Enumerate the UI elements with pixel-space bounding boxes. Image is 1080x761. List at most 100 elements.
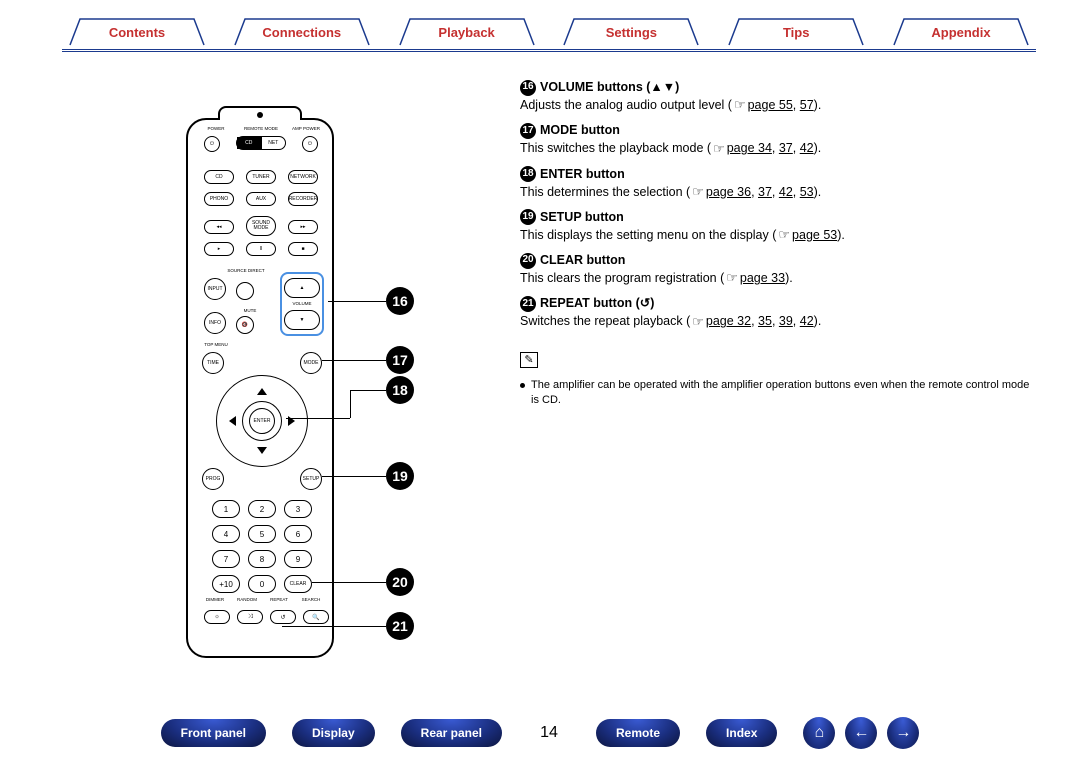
- src-aux[interactable]: AUX: [246, 192, 276, 206]
- setup-button[interactable]: SETUP: [300, 468, 322, 490]
- volume-down-button[interactable]: ▼: [284, 310, 320, 330]
- num-icon: 19: [520, 209, 536, 225]
- src-tuner[interactable]: TUNER: [246, 170, 276, 184]
- page-link[interactable]: page 34: [727, 141, 772, 155]
- num-7[interactable]: 7: [212, 550, 240, 568]
- dpad-down-icon[interactable]: [257, 447, 267, 454]
- back-button[interactable]: ←: [845, 717, 877, 749]
- main-area: POWER REMOTE MODE AMP POWER ⏻ CDNET ⏻ CD…: [0, 78, 1080, 697]
- pause-button[interactable]: II: [246, 242, 276, 256]
- dimmer-button[interactable]: ☼: [204, 610, 230, 624]
- pill-display[interactable]: Display: [292, 719, 375, 747]
- desc-body-end: ).: [814, 314, 822, 328]
- rew-button[interactable]: ◂◂: [204, 220, 234, 234]
- fwd-button[interactable]: ▸▸: [288, 220, 318, 234]
- num-plus10[interactable]: +10: [212, 575, 240, 593]
- page-link[interactable]: page 55: [748, 98, 793, 112]
- desc-body-end: ).: [814, 141, 822, 155]
- pill-front-panel[interactable]: Front panel: [161, 719, 266, 747]
- bottom-nav-buttons: ⌂ ← →: [803, 717, 919, 749]
- input-button[interactable]: INPUT: [204, 278, 226, 300]
- tab-tips[interactable]: Tips: [721, 18, 871, 46]
- bottom-nav: Front panel Display Rear panel 14 Remote…: [0, 717, 1080, 749]
- src-recorder[interactable]: RECORDER: [288, 192, 318, 206]
- dpad-left-icon[interactable]: [229, 416, 236, 426]
- remote-ir-head: [218, 106, 302, 120]
- desc-title-text: ENTER button: [540, 167, 625, 181]
- tab-settings[interactable]: Settings: [556, 18, 706, 46]
- page-link[interactable]: 42: [800, 141, 814, 155]
- remote-mode-switch[interactable]: CDNET: [236, 136, 286, 150]
- repeat-button[interactable]: ↺: [270, 610, 296, 624]
- num-icon: 21: [520, 296, 536, 312]
- source-direct-button[interactable]: [236, 282, 254, 300]
- amp-power-button[interactable]: ⏻: [302, 136, 318, 152]
- page-link[interactable]: 53: [800, 185, 814, 199]
- src-cd[interactable]: CD: [204, 170, 234, 184]
- sound-mode-button[interactable]: SOUND MODE: [246, 216, 276, 236]
- page-link[interactable]: 42: [800, 314, 814, 328]
- home-button[interactable]: ⌂: [803, 717, 835, 749]
- page-link[interactable]: 57: [800, 98, 814, 112]
- num-4[interactable]: 4: [212, 525, 240, 543]
- pill-rear-panel[interactable]: Rear panel: [401, 719, 502, 747]
- num-3[interactable]: 3: [284, 500, 312, 518]
- num-2[interactable]: 2: [248, 500, 276, 518]
- tab-connections[interactable]: Connections: [227, 18, 377, 46]
- pill-index[interactable]: Index: [706, 719, 777, 747]
- tab-label: Tips: [783, 25, 810, 40]
- tab-playback[interactable]: Playback: [392, 18, 542, 46]
- leader-18h2: [350, 390, 386, 391]
- page-link[interactable]: 35: [758, 314, 772, 328]
- remote-mode-label: REMOTE MODE: [241, 126, 281, 131]
- num-5[interactable]: 5: [248, 525, 276, 543]
- clear-button[interactable]: CLEAR: [284, 575, 312, 593]
- note-text-row: The amplifier can be operated with the a…: [520, 378, 1040, 408]
- volume-up-button[interactable]: ▲: [284, 278, 320, 298]
- info-button[interactable]: INFO: [204, 312, 226, 334]
- leader-16: [328, 301, 386, 302]
- bottom-labels-row: DIMMER RANDOM REPEAT SEARCH: [200, 597, 326, 602]
- num-9[interactable]: 9: [284, 550, 312, 568]
- random-button[interactable]: ⤨: [237, 610, 263, 624]
- desc-19: 19SETUP button This displays the setting…: [520, 208, 1040, 245]
- play-button[interactable]: ▸: [204, 242, 234, 256]
- dpad-up-icon[interactable]: [257, 388, 267, 395]
- mode-button[interactable]: MODE: [300, 352, 322, 374]
- pill-remote[interactable]: Remote: [596, 719, 680, 747]
- remote-wrap: POWER REMOTE MODE AMP POWER ⏻ CDNET ⏻ CD…: [186, 78, 334, 697]
- page-link[interactable]: 42: [779, 185, 793, 199]
- num-0[interactable]: 0: [248, 575, 276, 593]
- remote-body: POWER REMOTE MODE AMP POWER ⏻ CDNET ⏻ CD…: [186, 118, 334, 658]
- tab-label: Playback: [438, 25, 494, 40]
- tab-appendix[interactable]: Appendix: [886, 18, 1036, 46]
- page-link[interactable]: page 33: [740, 271, 785, 285]
- page-link[interactable]: page 36: [706, 185, 751, 199]
- forward-button[interactable]: →: [887, 717, 919, 749]
- pointer-icon: ☞: [692, 183, 704, 202]
- top-tabs: Contents Connections Playback Settings T…: [62, 18, 1036, 46]
- page-link[interactable]: page 32: [706, 314, 751, 328]
- power-button[interactable]: ⏻: [204, 136, 220, 152]
- page-link[interactable]: 37: [779, 141, 793, 155]
- page-link[interactable]: 37: [758, 185, 772, 199]
- enter-button[interactable]: ENTER: [249, 408, 275, 434]
- src-phono[interactable]: PHONO: [204, 192, 234, 206]
- num-8[interactable]: 8: [248, 550, 276, 568]
- tab-contents[interactable]: Contents: [62, 18, 212, 46]
- page-link[interactable]: page 53: [792, 228, 837, 242]
- stop-button[interactable]: ■: [288, 242, 318, 256]
- desc-17: 17MODE button This switches the playback…: [520, 121, 1040, 158]
- num-1[interactable]: 1: [212, 500, 240, 518]
- search-button[interactable]: 🔍: [303, 610, 329, 624]
- desc-16: 16VOLUME buttons (▲▼) Adjusts the analog…: [520, 78, 1040, 115]
- mute-button[interactable]: 🔇: [236, 316, 254, 334]
- prog-button[interactable]: PROG: [202, 468, 224, 490]
- leader-18h: [286, 418, 350, 419]
- desc-body: This determines the selection (: [520, 185, 690, 199]
- src-network[interactable]: NETWORK: [288, 170, 318, 184]
- desc-body: This clears the program registration (: [520, 271, 724, 285]
- time-button[interactable]: TIME: [202, 352, 224, 374]
- page-link[interactable]: 39: [779, 314, 793, 328]
- num-6[interactable]: 6: [284, 525, 312, 543]
